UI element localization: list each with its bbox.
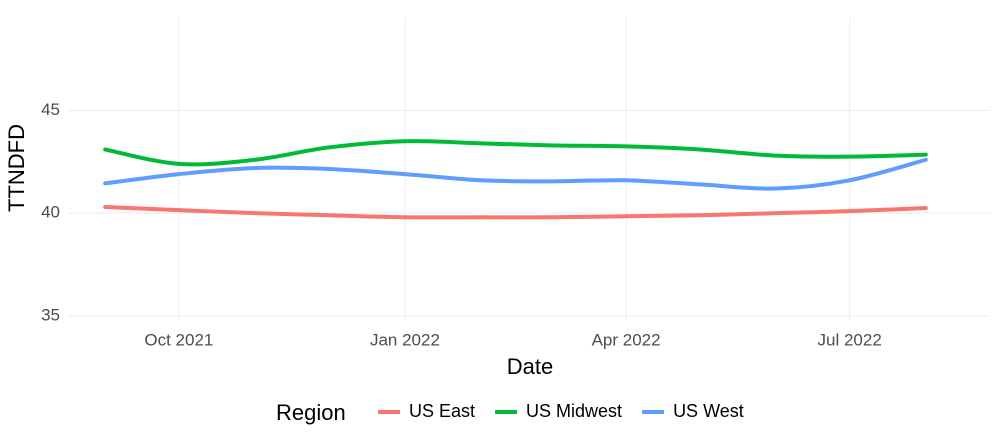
- trend-line: [103, 205, 928, 220]
- y-tick-label: 35: [41, 305, 60, 324]
- legend-label: US West: [673, 401, 744, 421]
- y-tick-label: 40: [41, 203, 60, 222]
- legend-title: Region: [276, 400, 346, 425]
- panel: [68, 18, 990, 320]
- x-tick-label: Oct 2021: [144, 330, 213, 349]
- x-tick-label: Jan 2022: [370, 330, 440, 349]
- x-tick-label: Jul 2022: [818, 330, 882, 349]
- y-axis-title: TTNDFD: [4, 124, 29, 212]
- trend-line: [103, 139, 928, 167]
- y-tick-label: 45: [41, 100, 60, 119]
- legend-label: US Midwest: [526, 401, 622, 421]
- x-axis-title: Date: [507, 354, 553, 379]
- x-tick-label: Apr 2022: [592, 330, 661, 349]
- legend-label: US East: [409, 401, 475, 421]
- trend-line: [103, 157, 928, 191]
